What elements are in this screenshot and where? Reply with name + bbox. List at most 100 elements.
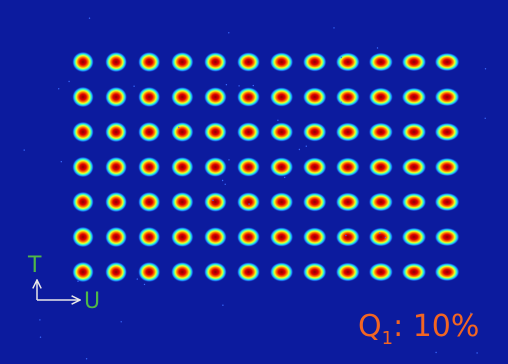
noise-dot: [253, 85, 254, 86]
spot: [105, 87, 127, 108]
noise-dot: [238, 85, 239, 86]
noise-dot: [377, 47, 378, 48]
spot: [237, 227, 261, 247]
spot: [336, 262, 360, 281]
spot: [237, 262, 261, 282]
spot: [369, 52, 394, 71]
noise-dot: [40, 337, 41, 338]
spot: [138, 52, 161, 73]
spot: [303, 227, 327, 247]
spot: [270, 52, 294, 72]
spot: [402, 123, 427, 142]
noise-dot: [341, 102, 342, 103]
spot: [171, 157, 194, 177]
noise-dot: [435, 352, 436, 353]
spot: [369, 192, 394, 211]
noise-dot: [485, 68, 486, 69]
spot: [369, 87, 394, 106]
spot: [138, 122, 161, 143]
annotation-subscript: 1: [382, 328, 393, 349]
noise-dot: [39, 319, 40, 320]
spot: [204, 227, 227, 247]
noise-dot: [178, 127, 179, 128]
spot: [402, 228, 427, 247]
noise-dot: [345, 235, 346, 236]
spot: [105, 52, 127, 73]
spot: [434, 228, 459, 247]
spot: [204, 157, 227, 177]
spot: [336, 227, 360, 246]
annotation-suffix: : 10%: [393, 309, 479, 344]
noise-dot: [306, 146, 307, 147]
noise-dot: [222, 305, 223, 306]
spot: [434, 88, 459, 107]
spot: [138, 192, 161, 213]
image: T U Q1: 10%: [0, 0, 508, 364]
noise-dot: [228, 32, 229, 33]
noise-dot: [379, 232, 380, 233]
spot: [72, 157, 94, 178]
spot: [434, 193, 459, 212]
spot: [138, 262, 161, 283]
annotation: Q1: 10%: [358, 309, 479, 349]
spot: [204, 87, 227, 107]
spot: [171, 52, 194, 72]
spot: [434, 263, 459, 282]
spot: [434, 53, 459, 72]
spot: [105, 227, 127, 248]
axis-label-vertical: T: [27, 253, 42, 278]
spot: [72, 122, 94, 143]
spot: [270, 122, 294, 142]
spot: [402, 53, 427, 72]
noise-dot: [476, 352, 477, 353]
spot: [72, 227, 94, 248]
spot: [369, 157, 394, 176]
noise-dot: [137, 278, 138, 279]
spot: [204, 192, 227, 212]
spot: [303, 192, 327, 212]
spot: [402, 263, 427, 282]
spot: [105, 262, 127, 283]
axis-label-horizontal: U: [84, 289, 100, 314]
spot: [171, 192, 194, 212]
noise-dot: [225, 184, 226, 185]
noise-dot: [299, 149, 300, 150]
spot: [72, 262, 94, 283]
spot: [138, 157, 161, 178]
spot: [204, 262, 227, 282]
spot: [303, 52, 327, 72]
noise-dot: [228, 159, 229, 160]
spot: [204, 122, 227, 142]
spot: [270, 192, 294, 212]
noise-dot: [58, 88, 59, 89]
spot: [105, 157, 127, 178]
spot: [270, 87, 294, 107]
noise-dot: [61, 161, 62, 162]
spot: [369, 262, 394, 281]
spot: [270, 157, 294, 177]
spot: [171, 87, 194, 107]
noise-dot: [77, 281, 78, 282]
spot: [336, 122, 360, 141]
noise-dot: [86, 358, 87, 359]
spot: [171, 262, 194, 282]
spot: [138, 87, 161, 108]
annotation-symbol: Q: [358, 309, 382, 344]
spot: [171, 122, 194, 142]
spot: [303, 262, 327, 282]
noise-dot: [226, 84, 227, 85]
noise-dot: [68, 81, 69, 82]
spot: [336, 87, 360, 106]
spot: [237, 192, 261, 212]
page: T U Q1: 10% (() => { const data = JSON.p…: [0, 0, 508, 364]
spot: [402, 193, 427, 212]
spot: [171, 227, 194, 247]
noise-dot: [24, 149, 25, 150]
noise-dot: [133, 86, 134, 87]
spot: [270, 227, 294, 247]
noise-dot: [121, 321, 122, 322]
spot: [72, 192, 94, 213]
spot: [105, 192, 127, 213]
spot: [204, 52, 227, 72]
spot: [237, 87, 261, 107]
